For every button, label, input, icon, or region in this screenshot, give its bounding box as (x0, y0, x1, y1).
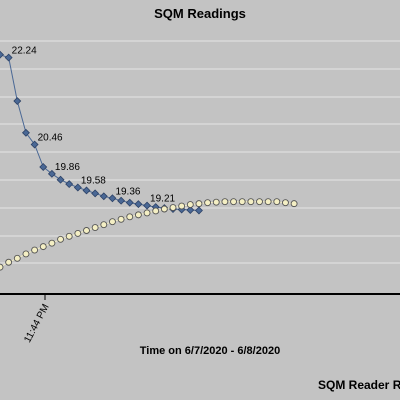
data-point-series-2 (290, 200, 298, 208)
data-point-series-1 (21, 128, 30, 137)
data-point-series-1 (73, 183, 82, 192)
data-point-series-1 (125, 198, 134, 207)
data-point-series-1 (134, 200, 143, 209)
data-point-series-2 (152, 207, 160, 215)
data-point-series-2 (160, 205, 168, 213)
data-point-series-2 (178, 202, 186, 210)
grid (0, 40, 400, 264)
data-label: 20.46 (38, 133, 63, 144)
data-point-series-2 (31, 246, 39, 254)
data-point-series-2 (212, 198, 220, 206)
x-axis-label: Time on 6/7/2020 - 6/8/2020 (139, 345, 281, 357)
data-point-series-1 (186, 206, 195, 214)
data-point-series-2 (126, 213, 134, 221)
data-point-series-2 (221, 198, 229, 206)
data-point-series-2 (204, 199, 212, 207)
data-point-series-2 (39, 243, 47, 251)
data-point-series-2 (143, 209, 151, 217)
data-point-series-1 (30, 140, 39, 149)
data-point-series-2 (117, 215, 125, 223)
data-point-series-1 (0, 50, 4, 59)
data-point-series-2 (230, 198, 238, 206)
data-point-series-2 (22, 250, 30, 258)
data-point-series-2 (100, 221, 108, 229)
data-point-series-2 (0, 263, 4, 271)
data-point-series-1 (117, 196, 126, 205)
data-label: 19.36 (115, 186, 140, 197)
data-point-series-2 (256, 198, 263, 206)
data-point-series-2 (134, 211, 142, 219)
data-point-series-1 (4, 53, 13, 62)
data-point-series-2 (83, 227, 90, 234)
data-point-series-1 (82, 186, 91, 195)
data-label: 22.24 (12, 46, 37, 57)
data-point-series-2 (65, 232, 73, 240)
data-point-series-2 (48, 239, 56, 247)
data-label: 19.58 (81, 176, 106, 187)
data-point-series-1 (143, 201, 152, 210)
data-point-series-2 (169, 204, 177, 211)
data-point-series-1 (47, 169, 56, 178)
data-label: 19.21 (150, 194, 175, 205)
data-point-series-2 (195, 200, 203, 208)
data-point-series-2 (74, 229, 82, 237)
data-point-series-2 (282, 199, 289, 207)
chart-title: SQM Readings (154, 6, 246, 21)
data-point-series-1 (99, 192, 108, 201)
data-point-series-2 (247, 198, 255, 206)
data-point-series-2 (264, 198, 272, 206)
data-point-series-1 (194, 206, 203, 215)
data-point-series-2 (57, 235, 64, 243)
data-point-series-1 (108, 194, 117, 203)
data-point-series-1 (91, 189, 100, 198)
data-point-series-2 (5, 258, 13, 266)
data-label: 19.86 (55, 162, 80, 173)
data-point-series-1 (65, 180, 74, 189)
data-point-series-2 (186, 201, 194, 209)
data-point-series-2 (91, 224, 99, 232)
footer-label: SQM Reader R (318, 378, 400, 392)
data-point-series-2 (273, 198, 281, 206)
data-point-series-2 (108, 218, 116, 226)
data-point-series-1 (13, 97, 22, 106)
data-point-series-1 (56, 175, 65, 184)
data-point-series-1 (39, 163, 48, 171)
data-point-series-2 (238, 198, 246, 206)
data-point-series-2 (13, 254, 21, 262)
